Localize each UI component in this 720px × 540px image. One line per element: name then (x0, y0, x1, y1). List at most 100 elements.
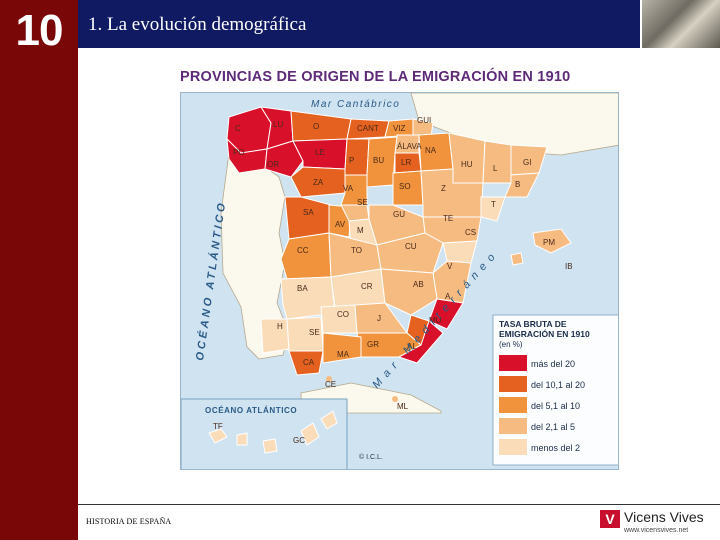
label-m: M (357, 226, 364, 235)
label-cs: CS (465, 228, 476, 237)
legend-label-1: más del 20 (531, 359, 575, 369)
label-z: Z (441, 184, 446, 193)
label-viz: VIZ (393, 124, 406, 133)
canary-island (262, 438, 278, 454)
province-cs (442, 240, 478, 264)
label-mu: MU (429, 316, 442, 325)
province-cu (376, 232, 444, 274)
canary-island (208, 428, 228, 444)
label-h: H (277, 322, 283, 331)
legend-label-3: del 5,1 al 10 (531, 401, 580, 411)
label-alava: ÁLAVA (397, 142, 422, 151)
label-na: NA (425, 146, 437, 155)
label-se-segovia: SE (357, 198, 368, 207)
chapter-number: 10 (15, 6, 64, 55)
spain-provinces (226, 106, 548, 376)
legend-label-2: del 10,1 al 20 (531, 380, 585, 390)
label-gc: GC (293, 436, 305, 445)
province-a (428, 298, 464, 330)
province-or (264, 140, 304, 178)
label-te: TE (443, 214, 453, 223)
label-v: V (447, 262, 453, 271)
label-pm: PM (543, 238, 555, 247)
label-po: PO (233, 148, 245, 157)
province-b (504, 172, 540, 198)
label-so: SO (399, 182, 411, 191)
province-ml (392, 396, 398, 402)
header-bar (78, 0, 720, 48)
label-cr: CR (361, 282, 373, 291)
label-va: VA (343, 184, 354, 193)
legend-swatch-4 (499, 418, 527, 434)
label-cu: CU (405, 242, 417, 251)
label-za: ZA (313, 178, 324, 187)
label-co: CO (337, 310, 349, 319)
header-photo (640, 0, 720, 48)
label-se: SE (309, 328, 320, 337)
canary-island (300, 422, 320, 446)
label-le: LE (315, 148, 325, 157)
publisher-logo: V Vicens Vives www.vicensvives.net (600, 508, 718, 538)
legend-title-2: EMIGRACIÓN EN 1910 (499, 328, 590, 339)
legend-swatch-1 (499, 355, 527, 371)
legend-label-4: del 2,1 al 5 (531, 422, 575, 432)
province-so (392, 170, 424, 206)
label-gi: GI (523, 158, 531, 167)
logo-url: www.vicensvives.net (624, 527, 689, 534)
label-a: A (445, 292, 451, 301)
canary-island (236, 432, 248, 446)
canary-inset (181, 398, 348, 469)
label-tf: TF (213, 422, 223, 431)
label-gui: GUI (417, 116, 431, 125)
label-ab: AB (413, 280, 424, 289)
emigration-map: C LU O CANT VIZ GUI PO OR LE P BU ÁLAVA … (181, 93, 618, 469)
label-p: P (349, 156, 354, 165)
label-to: TO (351, 246, 362, 255)
sea-label-canarias: OCÉANO ATLÁNTICO (205, 406, 297, 415)
legend-title-1: TASA BRUTA DE (499, 319, 567, 329)
slide-title: 1. La evolución demográfica (88, 14, 307, 35)
province-cc (280, 232, 332, 280)
label-b: B (515, 180, 520, 189)
label-al: AL (407, 342, 417, 351)
label-bu: BU (373, 156, 384, 165)
legend: TASA BRUTA DE EMIGRACIÓN EN 1910 (en %) … (499, 319, 590, 455)
label-ba: BA (297, 284, 308, 293)
footer-line (78, 504, 720, 505)
footer-text: HISTORIA DE ESPAÑA (86, 517, 172, 526)
label-cc: CC (297, 246, 309, 255)
province-l (482, 140, 512, 184)
legend-unit: (en %) (499, 340, 523, 349)
province-ca (288, 350, 324, 376)
legend-swatch-2 (499, 376, 527, 392)
label-lr: LR (401, 158, 411, 167)
legend-swatch-5 (499, 439, 527, 455)
province-ib (510, 252, 524, 266)
province-sa (284, 196, 332, 240)
label-sa: SA (303, 208, 314, 217)
label-cant: CANT (357, 124, 379, 133)
chapter-band: 10 (0, 0, 78, 540)
province-h (260, 318, 290, 354)
label-gu: GU (393, 210, 405, 219)
label-o: O (313, 122, 319, 131)
label-av: AV (335, 220, 346, 229)
province-ce (326, 376, 332, 382)
legend-label-5: menos del 2 (531, 443, 580, 453)
province-t (480, 196, 506, 222)
label-c: C (235, 124, 241, 133)
province-hu (448, 132, 486, 184)
province-al (397, 320, 444, 364)
map-frame: C LU O CANT VIZ GUI PO OR LE P BU ÁLAVA … (180, 92, 619, 470)
province-ab (380, 268, 438, 316)
province-ma (322, 332, 362, 364)
logo-mark: V (600, 510, 620, 528)
label-lu: LU (273, 120, 283, 129)
label-hu: HU (461, 160, 473, 169)
label-l: L (493, 164, 498, 173)
label-gr: GR (367, 340, 379, 349)
label-or: OR (267, 160, 279, 169)
map-title: PROVINCIAS DE ORIGEN DE LA EMIGRACIÓN EN… (180, 69, 571, 85)
map-credit: © I.C.L. (359, 453, 383, 461)
